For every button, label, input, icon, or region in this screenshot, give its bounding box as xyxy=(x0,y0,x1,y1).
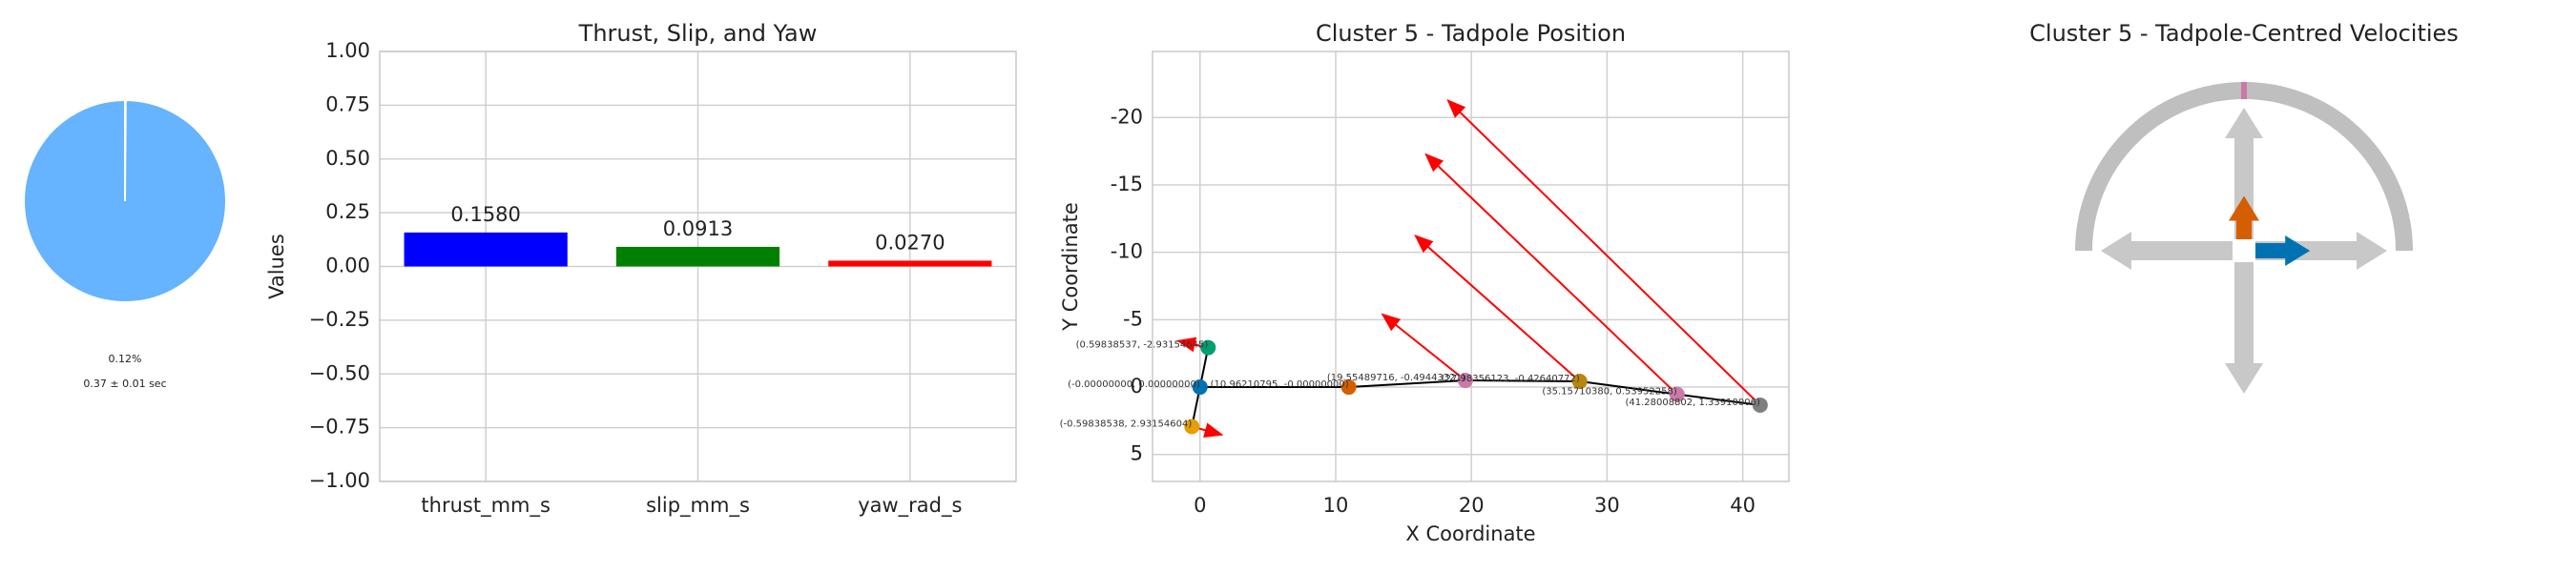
y-axis-label: Values xyxy=(265,234,288,299)
point-label: (35.15710380, 0.53952258) xyxy=(1542,387,1677,398)
y-tick-label: 0.00 xyxy=(325,255,370,277)
value-label: 0.1580 xyxy=(450,203,520,226)
point xyxy=(1457,373,1473,389)
value-label: 0.0913 xyxy=(663,217,733,240)
x-tick-label: 0 xyxy=(1194,494,1206,517)
yaw-marker xyxy=(2241,82,2247,99)
x-tick-label: 30 xyxy=(1594,494,1620,517)
y-tick-label: 1.00 xyxy=(325,39,370,62)
velocity-arrow xyxy=(1381,313,1466,381)
y-tick-label: -5 xyxy=(1123,307,1143,330)
point-label: (19.55489716, -0.49443321) xyxy=(1327,373,1465,383)
body-line xyxy=(1579,380,1677,396)
velocity-arrow xyxy=(1424,153,1678,396)
x-tick-label: slip_mm_s xyxy=(646,494,750,518)
bar xyxy=(404,232,568,267)
y-tick-label: -20 xyxy=(1111,105,1143,128)
point xyxy=(1200,339,1216,356)
body-line xyxy=(1465,379,1580,383)
guide-arrow xyxy=(2101,232,2233,270)
guide-arrow xyxy=(2225,108,2263,239)
point xyxy=(1752,397,1768,413)
pie-value-label: 0.12% xyxy=(109,353,142,365)
y-axis-label: Y Coordinate xyxy=(1059,202,1082,332)
value-label: 0.0270 xyxy=(875,231,945,254)
point xyxy=(1571,374,1588,390)
velocity-vector xyxy=(2255,235,2311,266)
pie-slice xyxy=(23,98,227,303)
y-tick-label: −1.00 xyxy=(309,469,370,492)
y-tick-label: -15 xyxy=(1111,173,1143,195)
chart-title: Cluster 5 - Tadpole-Centred Velocities xyxy=(2029,20,2459,47)
point-label: (41.28008802, 1.33910006) xyxy=(1625,398,1760,408)
point xyxy=(1340,379,1357,396)
point-label: (27.98356123, -0.42640772) xyxy=(1442,374,1580,384)
y-tick-label: 0.75 xyxy=(325,92,370,115)
body-line xyxy=(1676,393,1760,406)
guide-arrow xyxy=(2225,262,2263,394)
point-label: (-0.59838538, 2.93154604) xyxy=(1060,419,1193,429)
x-tick-label: 10 xyxy=(1323,494,1349,517)
annotation: 0.37 ± 0.01 sec xyxy=(83,378,166,390)
velocity-arrow xyxy=(1414,234,1581,382)
point-label: (10.96210795, -0.00000000) xyxy=(1211,379,1349,390)
x-axis-label: X Coordinate xyxy=(1405,522,1535,545)
point xyxy=(1192,379,1208,396)
x-tick-label: yaw_rad_s xyxy=(858,494,962,518)
chart-title: Thrust, Slip, and Yaw xyxy=(578,20,818,47)
y-tick-label: 0.25 xyxy=(325,200,370,223)
axes-frame xyxy=(1152,51,1790,482)
point xyxy=(1669,386,1685,402)
y-tick-label: −0.25 xyxy=(309,308,370,331)
point xyxy=(1184,419,1200,435)
y-tick-label: −0.75 xyxy=(309,416,370,439)
body-line xyxy=(1348,379,1465,389)
x-tick-label: thrust_mm_s xyxy=(421,494,551,518)
x-tick-label: 40 xyxy=(1730,494,1755,517)
chart-title: Cluster 5 - Tadpole Position xyxy=(1316,20,1626,47)
y-tick-label: 0 xyxy=(1131,375,1143,398)
y-tick-label: 0.50 xyxy=(325,147,370,170)
axes-frame xyxy=(379,51,1017,482)
velocity-arrow xyxy=(1446,99,1761,406)
point-label: (0.59838537, -2.93154645) xyxy=(1076,340,1209,351)
y-tick-label: −0.50 xyxy=(309,361,370,384)
y-tick-label: -10 xyxy=(1111,240,1143,263)
y-tick-label: 5 xyxy=(1131,442,1143,465)
point-label: (-0.00000000, 0.00000000) xyxy=(1068,379,1200,390)
bar xyxy=(615,246,780,267)
x-tick-label: 20 xyxy=(1459,494,1485,517)
bar xyxy=(828,260,992,267)
velocity-vector xyxy=(2229,195,2259,239)
